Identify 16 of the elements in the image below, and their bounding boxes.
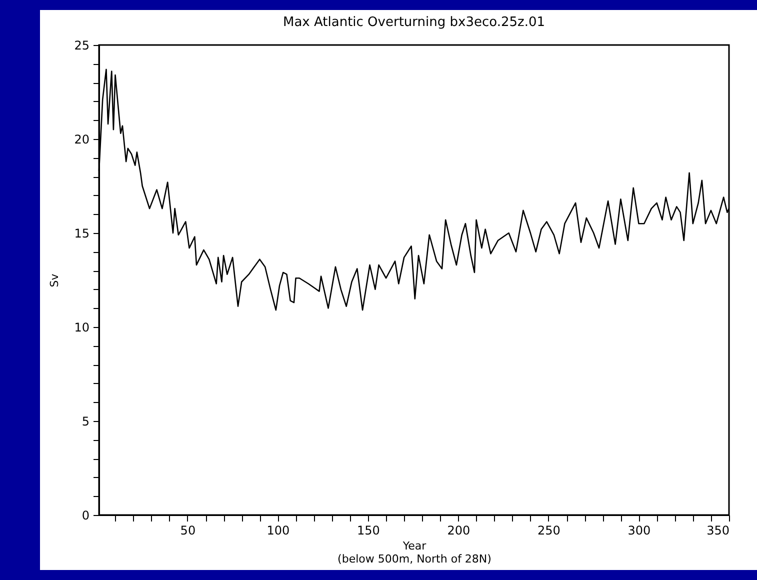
x-tick-label: 300	[628, 524, 651, 538]
x-tick-label: 200	[447, 524, 470, 538]
x-tick-label: 150	[357, 524, 380, 538]
y-tick-label: 25	[74, 38, 90, 52]
chart-title: Max Atlantic Overturning bx3eco.25z.01	[282, 15, 546, 30]
y-tick-label: 0	[82, 508, 90, 522]
x-tick-label: 100	[266, 524, 290, 538]
x-axis-title: Year (below 500m, North of 28N)	[338, 540, 492, 566]
y-tick-label: 5	[82, 414, 90, 428]
y-tick-label: 20	[74, 132, 90, 146]
x-tick-label: 250	[538, 524, 560, 538]
x-tick-label: 350	[706, 524, 730, 538]
x-tick-label: 50	[180, 524, 196, 538]
y-axis-title: Sv	[48, 273, 62, 288]
y-tick-label: 10	[74, 320, 90, 334]
y-tick-label: 15	[74, 226, 90, 240]
